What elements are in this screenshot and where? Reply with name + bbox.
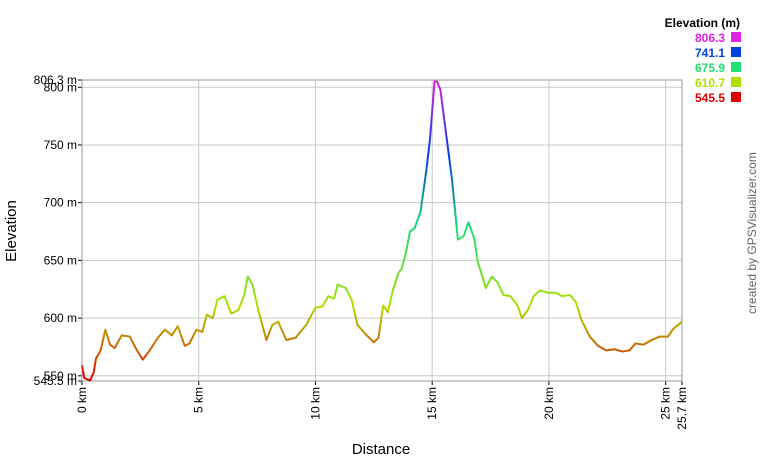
legend-value: 545.5 — [695, 91, 725, 105]
y-tick-label: 800 m — [44, 80, 77, 94]
x-tick-label: 25 km — [659, 387, 673, 420]
x-tick-label: 25.7 km — [675, 387, 689, 430]
y-tick-label: 650 m — [44, 253, 77, 267]
legend-value: 610.7 — [695, 76, 725, 90]
legend-value: 741.1 — [695, 46, 725, 60]
y-tick-label: 806.3 m — [34, 73, 77, 87]
x-axis-label: Distance — [352, 441, 410, 458]
legend-value: 806.3 — [695, 31, 725, 45]
y-tick-label: 545.5 m — [34, 374, 77, 388]
legend-swatch — [731, 32, 741, 42]
legend-title: Elevation (m) — [665, 16, 740, 30]
y-tick-label: 750 m — [44, 138, 77, 152]
y-axis-label: Elevation — [3, 200, 20, 262]
legend-value: 675.9 — [695, 61, 725, 75]
legend-swatch — [731, 77, 741, 87]
x-tick-label: 20 km — [542, 387, 556, 420]
y-tick-label: 700 m — [44, 196, 77, 210]
legend-swatch — [731, 92, 741, 102]
y-tick-label: 550 m — [44, 369, 77, 383]
x-tick-label: 0 km — [75, 387, 89, 413]
x-tick-label: 5 km — [192, 387, 206, 413]
credit: created by GPSVisualizer.com — [745, 152, 759, 314]
elevation-line — [81, 80, 683, 382]
plot-border — [81, 79, 683, 382]
x-tick-label: 15 km — [425, 387, 439, 420]
x-tick-label: 10 km — [308, 387, 322, 420]
legend-swatch — [731, 62, 741, 72]
legend-swatch — [731, 47, 741, 57]
y-tick-label: 600 m — [44, 311, 77, 325]
